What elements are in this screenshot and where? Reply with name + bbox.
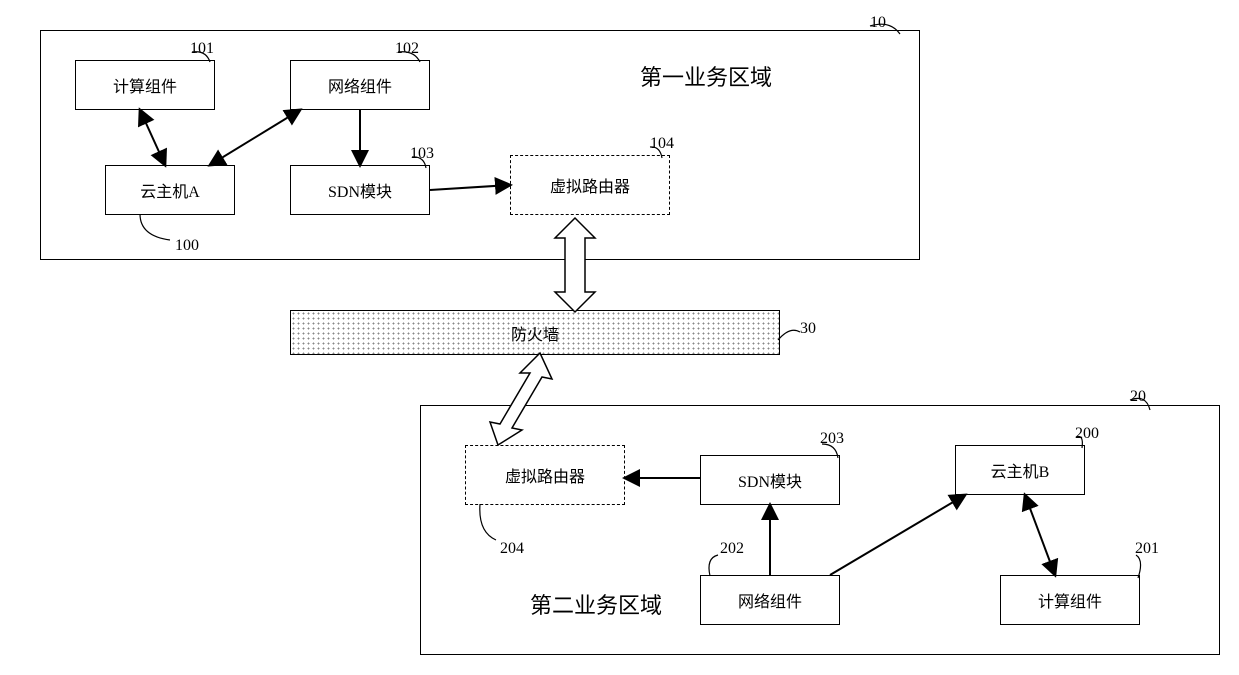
node-sdn2-number: 203: [820, 430, 844, 448]
node-sdn1: SDN模块: [290, 165, 430, 215]
region-2-number: 20: [1130, 388, 1146, 406]
node-hostB: 云主机B: [955, 445, 1085, 495]
node-vr2: 虚拟路由器: [465, 445, 625, 505]
node-calc1-number: 101: [190, 40, 214, 58]
node-vr2-label: 虚拟路由器: [505, 463, 585, 487]
node-calc2-number: 201: [1135, 540, 1159, 558]
region-1-number: 10: [870, 14, 886, 32]
node-vr1: 虚拟路由器: [510, 155, 670, 215]
node-net2-label: 网络组件: [738, 588, 802, 612]
node-vr1-number: 104: [650, 135, 674, 153]
node-calc2: 计算组件: [1000, 575, 1140, 625]
region-2-label: 第二业务区域: [530, 588, 662, 620]
node-net1-label: 网络组件: [328, 73, 392, 97]
node-net2-number: 202: [720, 540, 744, 558]
node-sdn1-number: 103: [410, 145, 434, 163]
node-calc1: 计算组件: [75, 60, 215, 110]
node-hostB-number: 200: [1075, 425, 1099, 443]
node-calc1-label: 计算组件: [113, 73, 177, 97]
node-net2: 网络组件: [700, 575, 840, 625]
node-sdn2-label: SDN模块: [738, 468, 802, 492]
node-net1-number: 102: [395, 40, 419, 58]
node-vr2-number: 204: [500, 540, 524, 558]
node-net1: 网络组件: [290, 60, 430, 110]
node-sdn1-label: SDN模块: [328, 178, 392, 202]
node-firewall: 防火墙: [290, 310, 780, 355]
node-hostB-label: 云主机B: [991, 458, 1050, 482]
node-firewall-label: 防火墙: [511, 321, 559, 345]
node-firewall-number: 30: [800, 320, 816, 338]
node-calc2-label: 计算组件: [1038, 588, 1102, 612]
node-vr1-label: 虚拟路由器: [550, 173, 630, 197]
node-sdn2: SDN模块: [700, 455, 840, 505]
node-hostA-label: 云主机A: [140, 178, 200, 202]
node-hostA-number: 100: [175, 237, 199, 255]
node-hostA: 云主机A: [105, 165, 235, 215]
region-1-label: 第一业务区域: [640, 60, 772, 92]
